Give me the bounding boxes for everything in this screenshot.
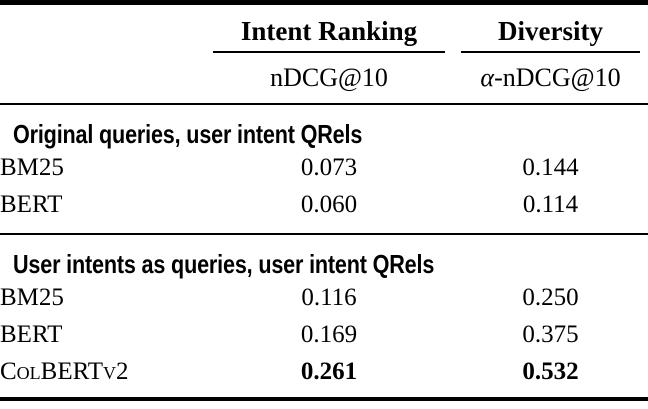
metric-alpha-ndcg-rest: -nDCG@10 — [494, 63, 621, 92]
empty-corner-cell — [0, 3, 205, 54]
table-row-bert-original: BERT 0.060 0.114 — [0, 186, 648, 234]
section-title: User intents as queries, user intent QRe… — [13, 249, 435, 279]
table-row-bert-intents: BERT 0.169 0.375 — [0, 316, 648, 353]
alpha-symbol: α — [480, 63, 495, 92]
metric-value-ndcg: 0.060 — [300, 190, 358, 218]
table-row-colbertv2-intents: ColBERTv2 0.261 0.532 — [0, 353, 648, 399]
model-name: BM25 — [0, 153, 64, 181]
metric-value-alpha-ndcg: 0.250 — [522, 283, 579, 311]
section-title: Original queries, user intent QRels — [13, 119, 363, 149]
metric-alpha-ndcg-header: α-nDCG@10 — [453, 53, 648, 104]
section-header-original-queries: Original queries, user intent QRels — [0, 103, 648, 149]
model-name: ColBERTv2 — [0, 357, 129, 385]
table-row-bm25-intents: BM25 0.116 0.250 — [0, 279, 648, 316]
section-header-user-intents: User intents as queries, user intent QRe… — [0, 233, 648, 279]
column-group-diversity: Diversity — [453, 3, 648, 53]
metric-ndcg-header: nDCG@10 — [270, 63, 388, 92]
model-name: BERT — [0, 320, 63, 348]
column-group-intent-ranking: Intent Ranking — [205, 3, 453, 53]
metric-header-row: nDCG@10 α-nDCG@10 — [0, 53, 648, 104]
empty-corner-cell — [0, 53, 205, 104]
intent-ranking-header: Intent Ranking — [213, 16, 445, 53]
model-name: BM25 — [0, 283, 64, 311]
table-row-bm25-original: BM25 0.073 0.144 — [0, 149, 648, 186]
metric-value-alpha-ndcg-best: 0.532 — [522, 357, 579, 385]
metric-value-ndcg-best: 0.261 — [300, 357, 358, 385]
metric-value-ndcg: 0.169 — [300, 320, 358, 348]
metric-value-alpha-ndcg: 0.144 — [522, 153, 579, 181]
metric-value-ndcg: 0.116 — [301, 283, 357, 311]
model-name: BERT — [0, 190, 63, 218]
metric-value-alpha-ndcg: 0.114 — [522, 190, 579, 218]
metric-value-alpha-ndcg: 0.375 — [522, 320, 579, 348]
diversity-header: Diversity — [461, 16, 640, 53]
metric-value-ndcg: 0.073 — [300, 153, 358, 181]
column-group-header-row: Intent Ranking Diversity — [0, 3, 648, 54]
